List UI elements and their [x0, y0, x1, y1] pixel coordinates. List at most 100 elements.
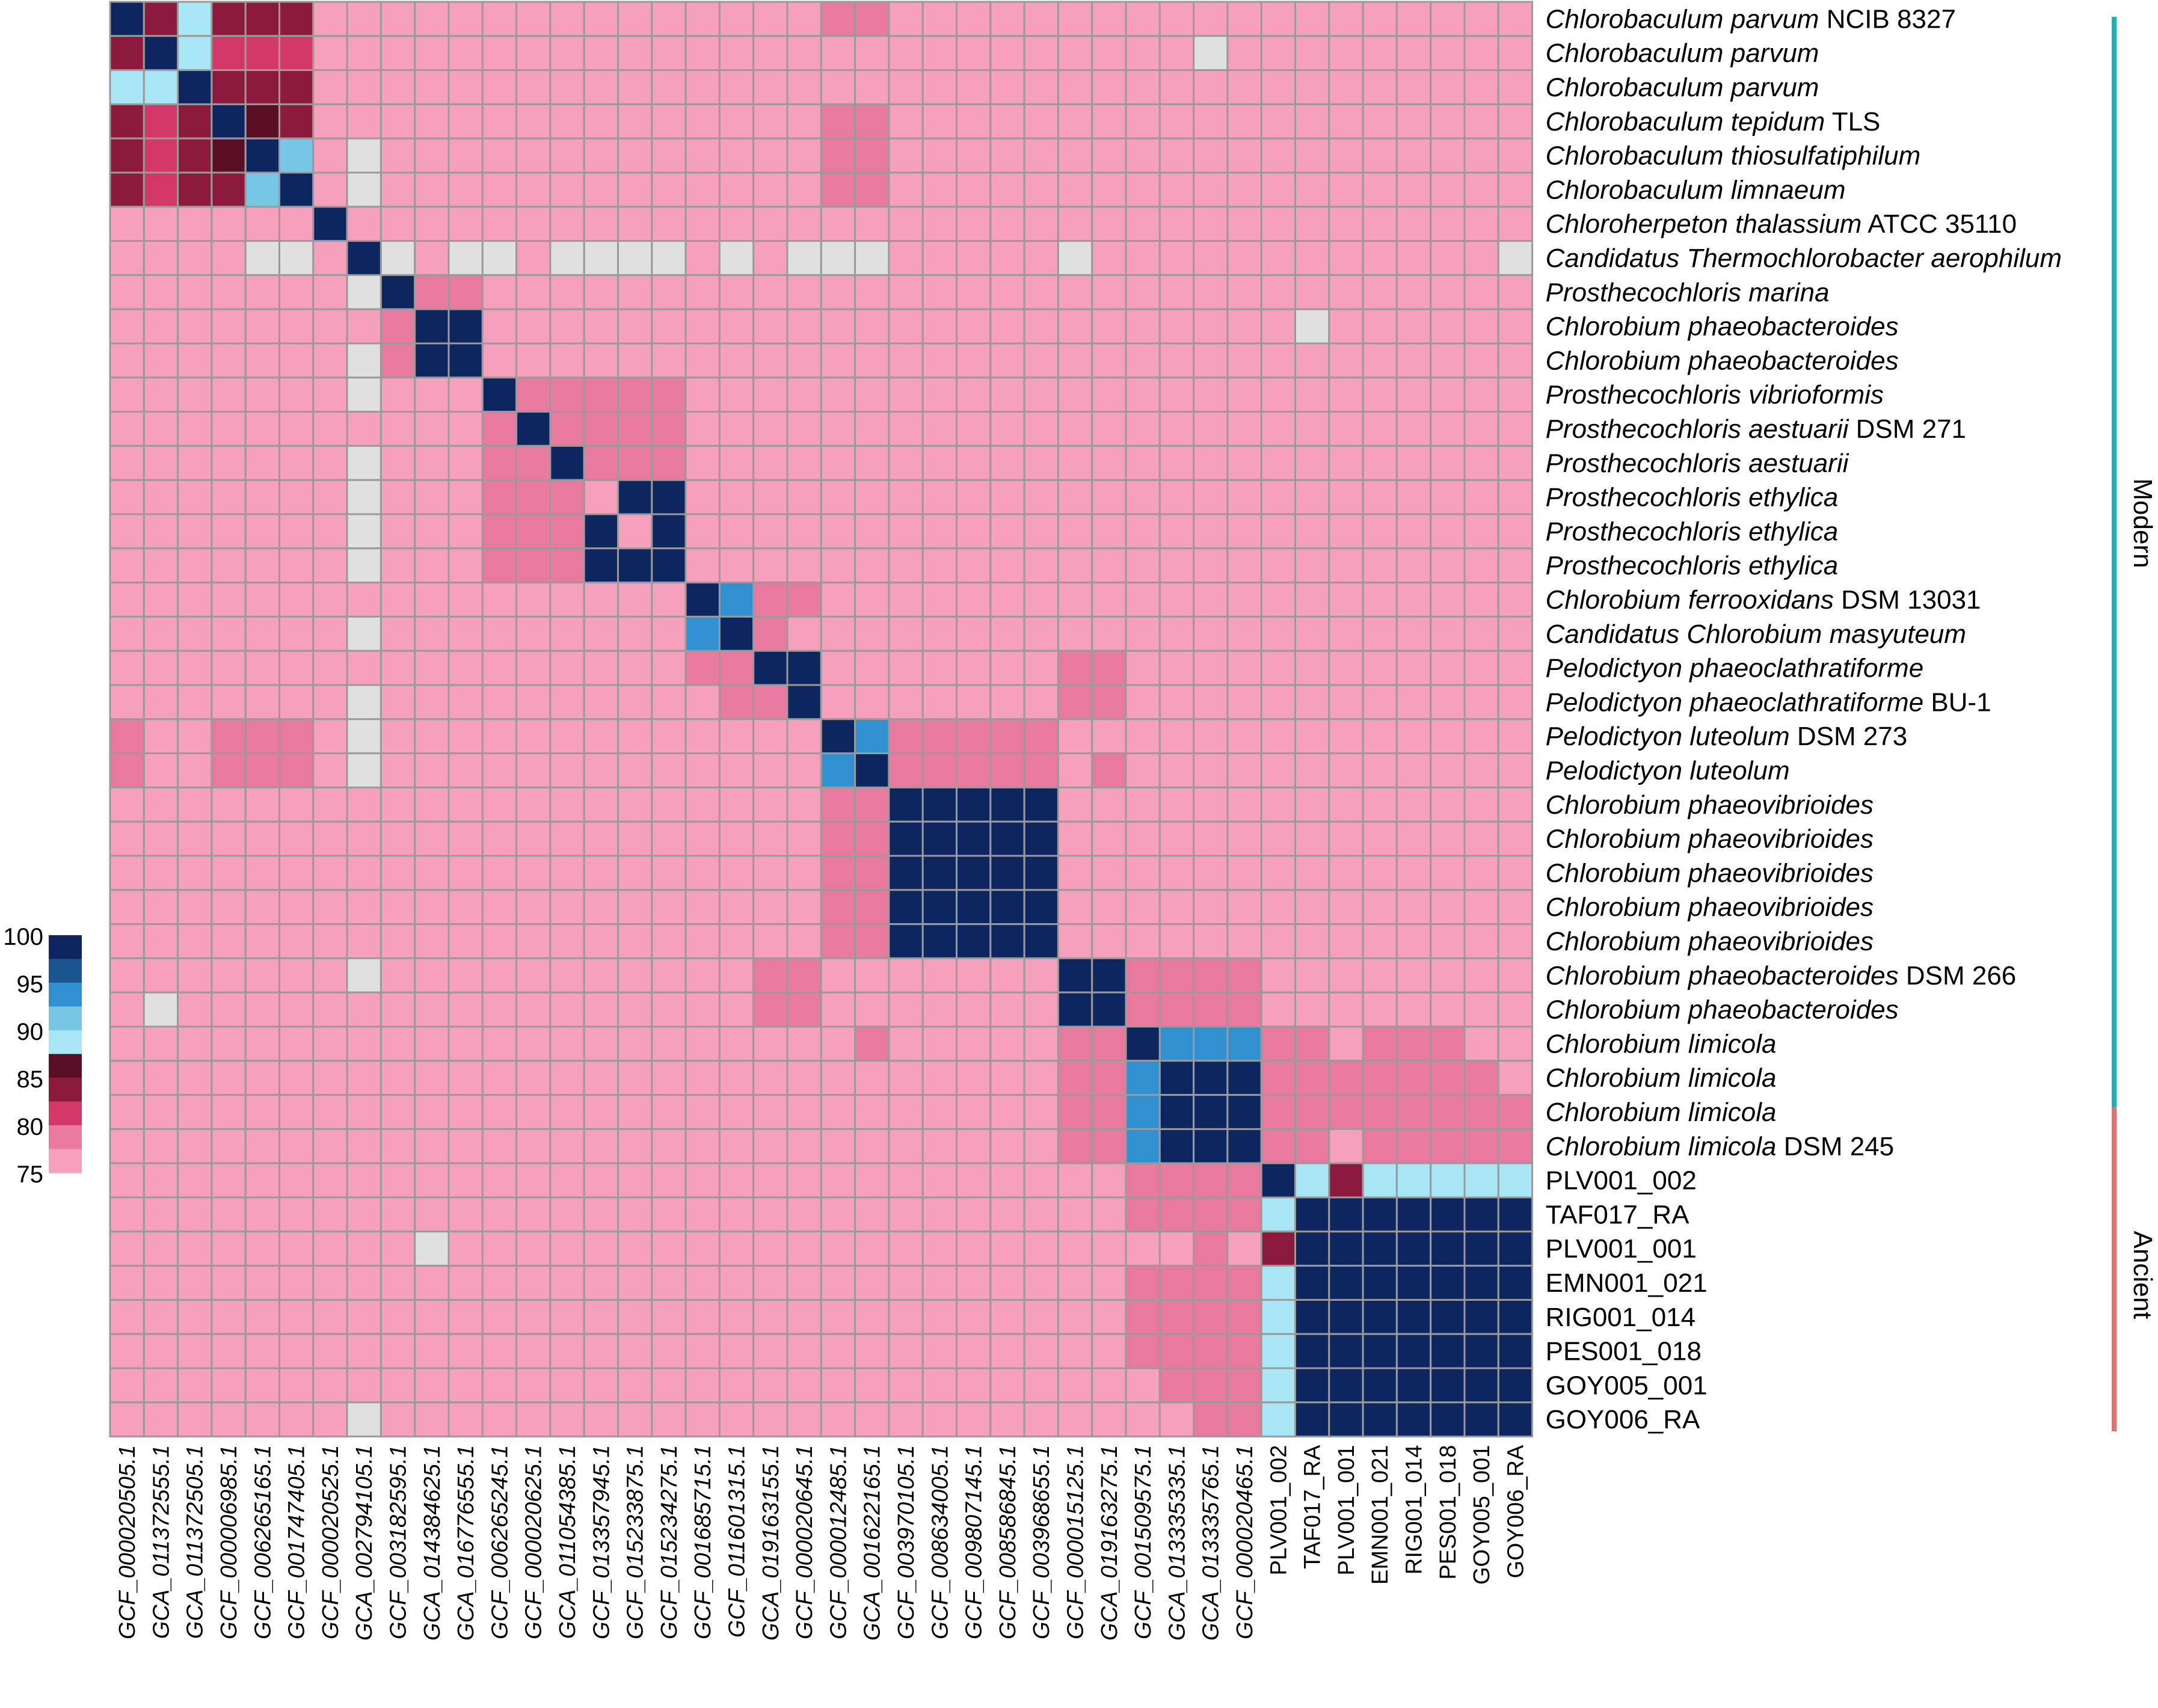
heatmap-cell [1430, 855, 1466, 891]
heatmap-cell [956, 1367, 992, 1404]
heatmap-cell [1226, 274, 1262, 310]
heatmap-cell [1362, 1128, 1398, 1164]
heatmap-cell [143, 274, 179, 310]
heatmap-cell [989, 240, 1025, 276]
heatmap-cell [1395, 1128, 1432, 1164]
heatmap-cell [346, 444, 382, 481]
heatmap-cell [278, 1230, 315, 1267]
heatmap-cell [481, 274, 518, 310]
heatmap-cell [1294, 615, 1330, 652]
heatmap-cell [109, 615, 145, 652]
row-label-part: Chlorobium limicola [1546, 1098, 1777, 1127]
heatmap-cell [380, 137, 416, 174]
heatmap-cell [1158, 1401, 1195, 1438]
heatmap-cell [1497, 103, 1534, 140]
heatmap-cell [651, 1128, 687, 1164]
heatmap-cell [718, 991, 755, 1028]
heatmap-cell [1395, 274, 1432, 310]
heatmap-cell [1125, 103, 1161, 140]
heatmap-cell [1226, 1401, 1262, 1438]
heatmap-cell [583, 615, 619, 652]
heatmap-cell [278, 35, 315, 72]
heatmap-cell [380, 1401, 416, 1438]
heatmap-cell [414, 855, 450, 891]
heatmap-cell [786, 1, 822, 37]
legend-tick-label: 75 [17, 1161, 44, 1188]
heatmap-cell [414, 137, 450, 174]
heatmap-cell [718, 308, 755, 345]
heatmap-cell [854, 103, 890, 140]
row-label-part: PES001_018 [1546, 1337, 1702, 1366]
heatmap-cell [1057, 923, 1093, 959]
row-label: EMN001_021 [1546, 1268, 1708, 1298]
heatmap-cell [447, 1060, 484, 1096]
heatmap-cell [786, 1196, 822, 1233]
heatmap-cell [583, 991, 619, 1028]
heatmap-cell [1328, 889, 1364, 926]
heatmap-cell [854, 991, 890, 1028]
heatmap-cell [1294, 547, 1330, 584]
heatmap-cell [346, 137, 382, 174]
heatmap-cell [989, 855, 1025, 891]
heatmap-cell [447, 1094, 484, 1130]
heatmap-cell [346, 240, 382, 276]
heatmap-cell [921, 444, 958, 481]
heatmap-cell [1328, 69, 1364, 105]
heatmap-cell [244, 342, 281, 379]
column-label: GCA_011054385.1 [555, 1445, 580, 1639]
heatmap-cell [177, 376, 213, 413]
heatmap-cell [1395, 1162, 1432, 1199]
heatmap-cell [1193, 855, 1229, 891]
heatmap-cell [1260, 1162, 1296, 1199]
heatmap-cell [143, 308, 179, 345]
heatmap-cell [651, 376, 687, 413]
heatmap-cell [312, 752, 348, 788]
heatmap-cell [1057, 171, 1093, 208]
heatmap-cell [854, 342, 890, 379]
heatmap-cell [244, 274, 281, 310]
column-label: PES001_018 [1436, 1445, 1461, 1580]
heatmap-cell [786, 991, 822, 1028]
heatmap-cell [447, 342, 484, 379]
heatmap-cell [1463, 444, 1499, 481]
heatmap-cell [1395, 411, 1432, 447]
heatmap-cell [820, 718, 856, 755]
heatmap-cell [718, 1060, 755, 1096]
heatmap-cell [989, 615, 1025, 652]
heatmap-cell [820, 582, 856, 618]
heatmap-cell [1158, 342, 1195, 379]
heatmap-cell [1328, 206, 1364, 242]
heatmap-cell [752, 1265, 788, 1301]
heatmap-cell [617, 513, 653, 550]
heatmap-cell [684, 991, 721, 1028]
heatmap-cell [1463, 1333, 1499, 1369]
heatmap-cell [820, 923, 856, 959]
heatmap-cell [109, 1162, 145, 1199]
heatmap-cell [1158, 855, 1195, 891]
heatmap-cell [346, 308, 382, 345]
heatmap-cell [752, 820, 788, 857]
heatmap-cell [447, 547, 484, 584]
heatmap-cell [346, 1401, 382, 1438]
heatmap-cell [1395, 206, 1432, 242]
heatmap-cell [1395, 171, 1432, 208]
legend-swatch [49, 983, 82, 1007]
heatmap-cell [312, 1230, 348, 1267]
heatmap-cell [718, 1128, 755, 1164]
heatmap-cell [1497, 308, 1534, 345]
heatmap-cell [820, 1367, 856, 1404]
heatmap-cell [1125, 923, 1161, 959]
heatmap-cell [989, 547, 1025, 584]
heatmap-cell [684, 582, 721, 618]
heatmap-cell [1395, 923, 1432, 959]
heatmap-cell [109, 718, 145, 755]
heatmap-cell [1362, 547, 1398, 584]
heatmap-cell [684, 786, 721, 823]
heatmap-cell [177, 1162, 213, 1199]
heatmap-cell [786, 206, 822, 242]
heatmap-cell [1294, 35, 1330, 72]
heatmap-cell [414, 1401, 450, 1438]
heatmap-cell [109, 1094, 145, 1130]
heatmap-cell [515, 1060, 552, 1096]
column-label: GCA_011372555.1 [149, 1445, 174, 1639]
